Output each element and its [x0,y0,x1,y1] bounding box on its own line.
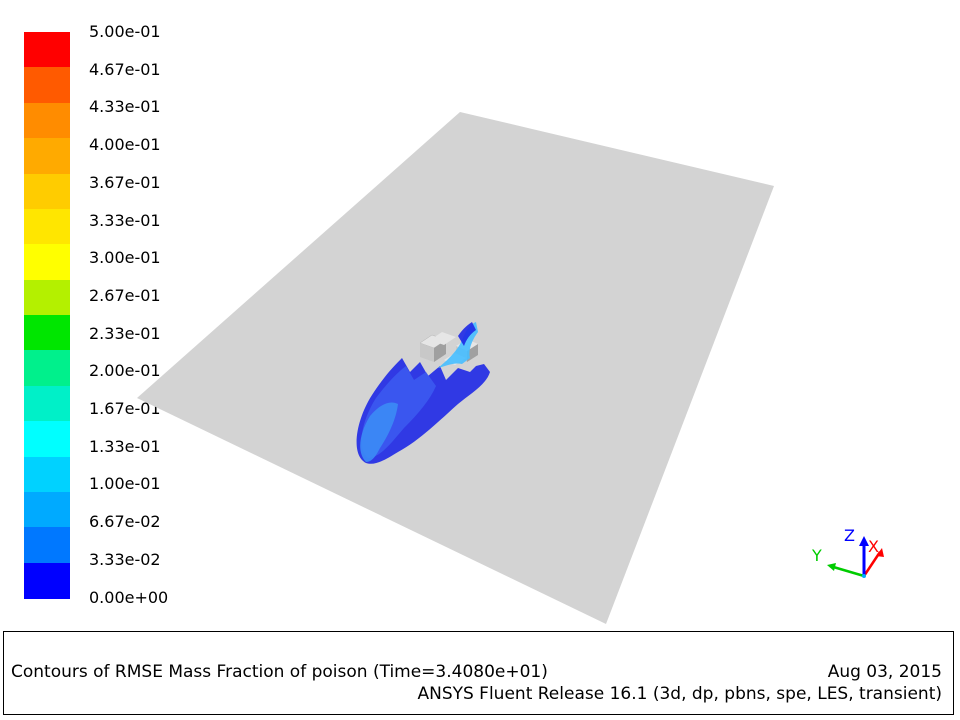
color-legend-label: 3.00e-01 [89,248,161,268]
color-legend-label: 4.67e-01 [89,59,161,79]
graphics-viewport[interactable]: Z Y X [0,0,960,630]
color-legend-label: 3.67e-01 [89,172,161,192]
color-legend-band [24,562,70,599]
color-legend-label: 1.67e-01 [89,399,161,418]
color-legend-label: 1.33e-01 [89,436,161,456]
color-legend-label: 5.00e-01 [89,22,161,41]
z-axis-label: Z [844,526,855,545]
color-legend-band [24,315,70,351]
color-legend-band [24,421,70,457]
color-legend-label: 2.67e-01 [89,285,161,305]
color-legend-label: 0.00e+00 [89,587,169,607]
color-legend-label: 4.00e-01 [89,135,161,155]
color-legend-band [24,244,70,281]
color-legend-label: 2.00e-01 [89,361,161,381]
color-legend-label: 3.33e-01 [89,210,161,230]
axis-triad [827,536,884,578]
color-legend-band [24,32,70,68]
color-legend-band [24,456,70,493]
color-legend-label: 2.33e-01 [89,323,161,343]
color-legend-band [24,279,70,316]
color-legend [24,32,70,599]
color-legend-band [24,208,70,245]
color-legend-band [24,527,70,564]
color-legend-band [24,138,70,174]
y-axis-label: Y [811,546,822,565]
plot-title: Contours of RMSE Mass Fraction of poison… [11,662,548,682]
color-legend-label: 3.33e-02 [89,549,161,569]
info-panel: Contours of RMSE Mass Fraction of poison… [3,631,954,715]
color-legend-label: 6.67e-02 [89,512,161,532]
color-legend-band [24,102,70,139]
color-legend-band [24,491,70,528]
color-legend-band [24,67,70,104]
plot-date: Aug 03, 2015 [827,662,942,682]
color-legend-band [24,350,70,387]
color-legend-band [24,173,70,210]
ground-plane [137,112,774,624]
color-legend-band [24,385,70,422]
x-axis-label: X [868,537,879,556]
plume-isosurface [356,322,490,464]
color-legend-label: 4.33e-01 [89,97,161,117]
color-legend-label: 1.00e-01 [89,474,161,494]
software-release: ANSYS Fluent Release 16.1 (3d, dp, pbns,… [417,684,942,704]
